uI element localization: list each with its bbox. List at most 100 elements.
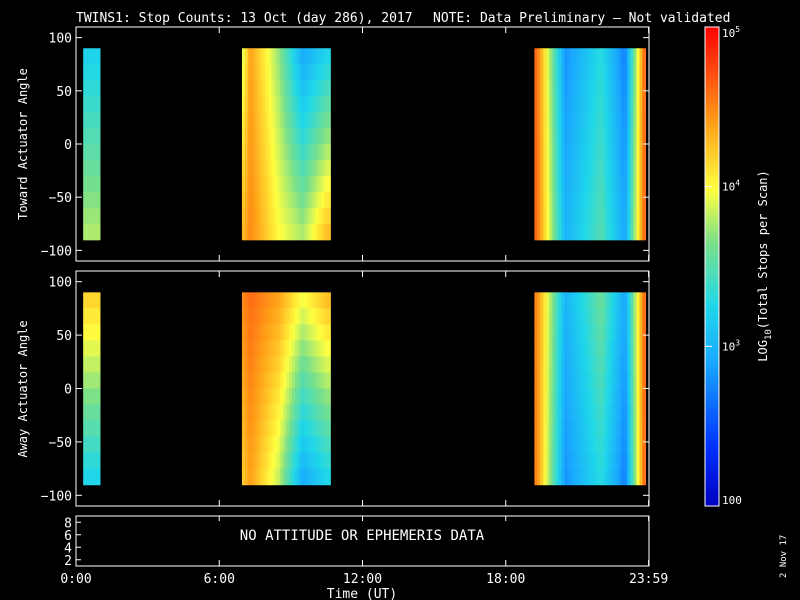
toward-heatmap-cell [303,159,308,177]
toward-heatmap-cell [309,128,314,145]
away-heatmap-cell [286,436,290,454]
toward-heatmap-cell [597,159,602,177]
toward-heatmap-cell [274,64,278,81]
toward-heatmap-cell [552,80,556,97]
toward-heatmap-cell [321,80,325,97]
toward-heatmap-cell [280,223,284,241]
away-heatmap-cell [636,324,641,342]
toward-heatmap-cell [585,159,590,177]
toward-heatmap-cell [312,175,317,193]
toward-heatmap-cell [88,223,93,241]
toward-heatmap-cell [268,144,272,161]
toward-heatmap-cell [250,48,255,65]
toward-heatmap-cell [289,144,293,161]
away-heatmap-cell [630,452,635,470]
toward-heatmap-cell [88,159,93,177]
toward-heatmap-cell [606,191,611,209]
toward-heatmap-cell [552,112,556,129]
away-heatmap-cell [297,340,302,358]
away-heatmap-cell [91,308,95,326]
away-heatmap-cell [88,324,93,342]
away-heatmap-cell [606,388,611,406]
toward-heatmap-cell [633,207,638,225]
away-heatmap-cell [318,420,323,438]
away-heatmap-cell [564,324,569,342]
away-heatmap-cell [291,452,296,470]
toward-heatmap-cell [265,80,270,97]
away-heatmap-cell [324,388,328,406]
away-heatmap-cell [262,436,267,454]
away-heatmap-cell [321,388,325,406]
toward-heatmap-cell [262,207,267,225]
away-heatmap-cell [558,388,562,406]
toward-heatmap-cell [588,191,593,209]
away-heatmap-cell [291,308,296,326]
toward-heatmap-cell [286,175,290,193]
away-heatmap-cell [603,420,608,438]
toward-heatmap-cell [582,64,587,81]
away-heatmap-cell [534,420,538,438]
away-heatmap-cell [88,404,93,422]
toward-heatmap-cell [83,128,87,145]
time-tick-label: 0:00 [60,572,91,587]
toward-heatmap-cell [549,159,553,177]
toward-heatmap-cell [324,144,328,161]
toward-heatmap-cell [291,223,296,241]
toward-heatmap-cell [83,96,87,113]
away-heatmap-cell [324,436,328,454]
toward-heatmap-cell [624,112,629,129]
toward-heatmap-cell [573,64,578,81]
away-heatmap-cell [321,372,325,390]
toward-heatmap-cell [94,159,98,177]
toward-heatmap-cell [283,48,287,65]
toward-heatmap-cell [639,223,644,241]
toward-heatmap-cell [283,175,287,193]
away-heatmap-cell [633,404,638,422]
away-heatmap-cell [94,340,98,358]
away-heatmap-cell [582,388,587,406]
away-heatmap-cell [265,372,270,390]
toward-heatmap-cell [606,112,611,129]
away-heatmap-cell [306,404,311,422]
away-heatmap-cell [327,420,331,438]
away-heatmap-cell [537,356,541,374]
toward-heatmap-cell [268,48,272,65]
away-heatmap-cell [540,452,544,470]
away-heatmap-cell [271,372,275,390]
toward-heatmap-cell [83,80,87,97]
toward-heatmap-cell [271,48,275,65]
toward-heatmap-cell [582,48,587,65]
away-heatmap-cell [277,292,281,309]
toward-heatmap-cell [277,223,281,241]
away-heatmap-cell [618,436,623,454]
toward-heatmap-cell [564,144,569,161]
toward-heatmap-cell [303,128,308,145]
away-heatmap-cell [280,308,284,326]
away-heatmap-cell [582,468,587,486]
toward-heatmap-cell [639,191,644,209]
toward-heatmap-cell [534,159,538,177]
toward-heatmap-cell [561,96,565,113]
toward-heatmap-cell [555,191,559,209]
away-heatmap-cell [277,340,281,358]
toward-heatmap-cell [546,144,550,161]
away-heatmap-cell [91,436,95,454]
away-heatmap-cell [564,388,569,406]
toward-heatmap-cell [606,80,611,97]
away-heatmap-cell [600,388,605,406]
away-heatmap-cell [271,292,275,309]
time-axis-label: Time (UT) [327,587,397,600]
toward-heatmap-cell [537,191,541,209]
toward-heatmap-cell [303,96,308,113]
toward-heatmap-cell [283,80,287,97]
toward-heatmap-cell [253,159,258,177]
toward-heatmap-cell [582,128,587,145]
toward-heatmap-cell [597,96,602,113]
away-heatmap-cell [642,452,647,470]
away-heatmap-cell [576,356,581,374]
toward-heatmap-cell [534,80,538,97]
away-heatmap-cell [94,324,98,342]
away-heatmap-cell [579,388,584,406]
